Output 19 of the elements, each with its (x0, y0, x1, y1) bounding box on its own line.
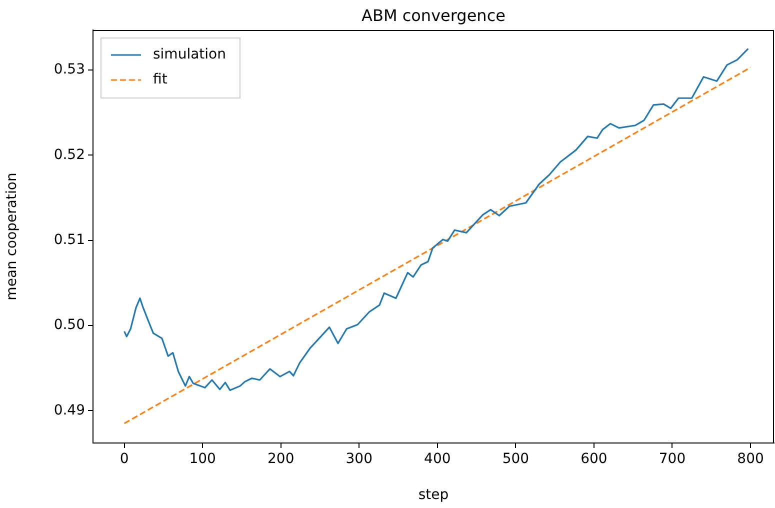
legend-label: fit (153, 72, 168, 88)
y-tick-label: 0.53 (54, 62, 85, 78)
x-tick-label: 100 (189, 451, 216, 468)
chart-title: ABM convergence (362, 6, 506, 26)
x-tick-label: 600 (580, 451, 608, 468)
y-axis-title: mean cooperation (4, 172, 20, 300)
y-tick-label: 0.49 (54, 402, 85, 418)
x-tick-label: 300 (346, 451, 373, 468)
y-tick-label: 0.50 (54, 317, 85, 334)
x-tick-label: 800 (737, 451, 764, 468)
x-tick-label: 500 (502, 451, 530, 468)
y-tick-label: 0.51 (54, 232, 85, 248)
legend-label: simulation (153, 46, 226, 63)
y-tick-label: 0.52 (54, 146, 85, 163)
x-tick-label: 200 (267, 451, 294, 468)
x-tick-label: 400 (424, 451, 451, 468)
x-tick-label: 700 (658, 451, 686, 468)
x-axis-title: step (418, 487, 449, 504)
x-tick-label: 0 (120, 451, 129, 468)
